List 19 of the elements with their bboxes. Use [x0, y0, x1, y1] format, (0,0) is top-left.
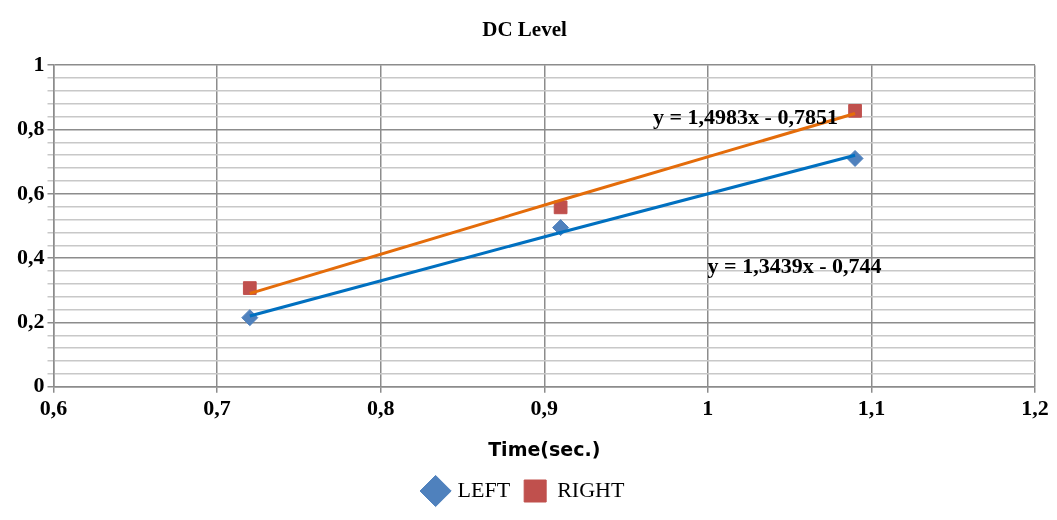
annotation: y = 1,3439x - 0,744	[707, 253, 882, 279]
y-tick-label: 0,8	[17, 115, 45, 141]
legend-label: LEFT	[457, 476, 511, 502]
y-tick-label: 0,2	[17, 308, 45, 334]
y-tick-label: 0,4	[17, 243, 45, 269]
y-tick-label: 0	[33, 372, 45, 398]
annotation: y = 1,4983x - 0,7851	[653, 103, 838, 129]
x-tick-label: 0,9	[530, 394, 558, 420]
legend-label: RIGHT	[557, 476, 625, 502]
y-tick-label: 1	[33, 50, 45, 76]
x-axis-title: Time(sec.)	[488, 437, 601, 460]
x-tick-label: 1	[702, 394, 714, 420]
point	[553, 200, 568, 215]
x-tick-label: 1,2	[1021, 394, 1049, 420]
y-tick-label: 0,6	[17, 179, 45, 205]
x-tick-label: 0,8	[366, 394, 395, 420]
x-tick-label: 1,1	[857, 394, 886, 420]
chart-title: DC Level	[482, 17, 567, 42]
x-tick-label: 0,7	[203, 394, 231, 420]
